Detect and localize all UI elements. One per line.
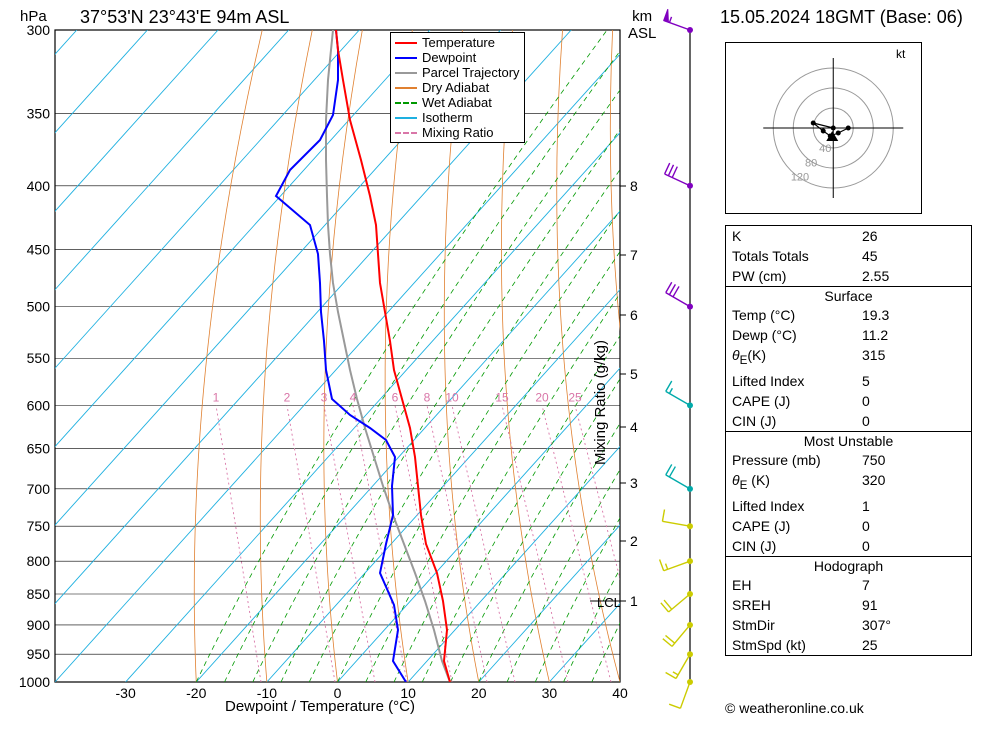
svg-text:3: 3 <box>630 475 638 491</box>
legend-item: Mixing Ratio <box>395 125 520 140</box>
svg-text:1: 1 <box>213 390 220 404</box>
svg-text:2: 2 <box>630 533 638 549</box>
svg-text:3: 3 <box>321 390 328 404</box>
svg-text:25: 25 <box>568 390 582 404</box>
svg-text:8: 8 <box>630 178 638 194</box>
svg-text:6: 6 <box>392 390 399 404</box>
svg-text:700: 700 <box>27 481 51 497</box>
svg-text:300: 300 <box>27 22 51 38</box>
svg-text:550: 550 <box>27 350 51 366</box>
index-row: CAPE (J)0 <box>726 516 971 536</box>
hodograph-panel: 4080 120 kt <box>725 42 922 214</box>
svg-text:4: 4 <box>350 390 357 404</box>
index-row: Lifted Index5 <box>726 371 971 391</box>
svg-text:120: 120 <box>791 171 809 183</box>
svg-text:800: 800 <box>27 553 51 569</box>
svg-text:20: 20 <box>471 685 487 701</box>
index-row: CIN (J)0 <box>726 411 971 431</box>
svg-text:600: 600 <box>27 397 51 413</box>
svg-text:6: 6 <box>630 307 638 323</box>
index-row: PW (cm)2.55 <box>726 266 971 286</box>
legend-item: Dry Adiabat <box>395 80 520 95</box>
svg-text:-20: -20 <box>186 685 206 701</box>
svg-text:8: 8 <box>424 390 431 404</box>
svg-text:kt: kt <box>896 47 906 61</box>
section-title: Most Unstable <box>726 432 971 450</box>
svg-text:20: 20 <box>535 390 549 404</box>
section-title: Surface <box>726 287 971 305</box>
legend-item: Parcel Trajectory <box>395 65 520 80</box>
svg-text:500: 500 <box>27 299 51 315</box>
index-row: Totals Totals45 <box>726 246 971 266</box>
index-row: θE(K)315 <box>726 345 971 371</box>
svg-text:900: 900 <box>27 617 51 633</box>
svg-text:5: 5 <box>630 366 638 382</box>
svg-text:-10: -10 <box>257 685 277 701</box>
mixing-ratio-side-label: Mixing Ratio (g/kg) <box>592 340 609 465</box>
index-row: CIN (J)0 <box>726 536 971 556</box>
chart-legend: TemperatureDewpointParcel TrajectoryDry … <box>390 32 525 143</box>
svg-text:650: 650 <box>27 441 51 457</box>
datetime-title: 15.05.2024 18GMT (Base: 06) <box>720 7 963 28</box>
legend-item: Wet Adiabat <box>395 95 520 110</box>
svg-text:40: 40 <box>819 143 831 155</box>
index-row: EH7 <box>726 575 971 595</box>
indices-table: K26Totals Totals45PW (cm)2.55SurfaceTemp… <box>725 225 972 656</box>
copyright-text: © weatheronline.co.uk <box>725 700 864 716</box>
legend-item: Isotherm <box>395 110 520 125</box>
svg-text:10: 10 <box>445 390 459 404</box>
section-title: Hodograph <box>726 557 971 575</box>
svg-text:450: 450 <box>27 242 51 258</box>
index-row: K26 <box>726 226 971 246</box>
svg-text:2: 2 <box>284 390 291 404</box>
svg-text:-30: -30 <box>116 685 136 701</box>
svg-text:15: 15 <box>495 390 509 404</box>
svg-text:1: 1 <box>630 593 638 609</box>
index-row: CAPE (J)0 <box>726 391 971 411</box>
svg-text:7: 7 <box>630 247 638 263</box>
index-row: Lifted Index1 <box>726 496 971 516</box>
svg-text:80: 80 <box>805 157 817 169</box>
index-row: Dewp (°C)11.2 <box>726 325 971 345</box>
svg-text:750: 750 <box>27 518 51 534</box>
svg-text:850: 850 <box>27 586 51 602</box>
svg-text:950: 950 <box>27 646 51 662</box>
index-row: SREH91 <box>726 595 971 615</box>
svg-text:4: 4 <box>630 419 638 435</box>
index-row: Pressure (mb)750 <box>726 450 971 470</box>
index-row: StmDir307° <box>726 615 971 635</box>
svg-text:0: 0 <box>334 685 342 701</box>
legend-item: Dewpoint <box>395 50 520 65</box>
legend-item: Temperature <box>395 35 520 50</box>
svg-text:40: 40 <box>612 685 628 701</box>
svg-text:400: 400 <box>27 178 51 194</box>
index-row: StmSpd (kt)25 <box>726 635 971 655</box>
lcl-marker: LCL <box>597 595 621 610</box>
svg-text:1000: 1000 <box>19 674 50 690</box>
svg-text:350: 350 <box>27 105 51 121</box>
svg-text:10: 10 <box>400 685 416 701</box>
index-row: Temp (°C)19.3 <box>726 305 971 325</box>
index-row: θE (K)320 <box>726 470 971 496</box>
svg-text:30: 30 <box>542 685 558 701</box>
